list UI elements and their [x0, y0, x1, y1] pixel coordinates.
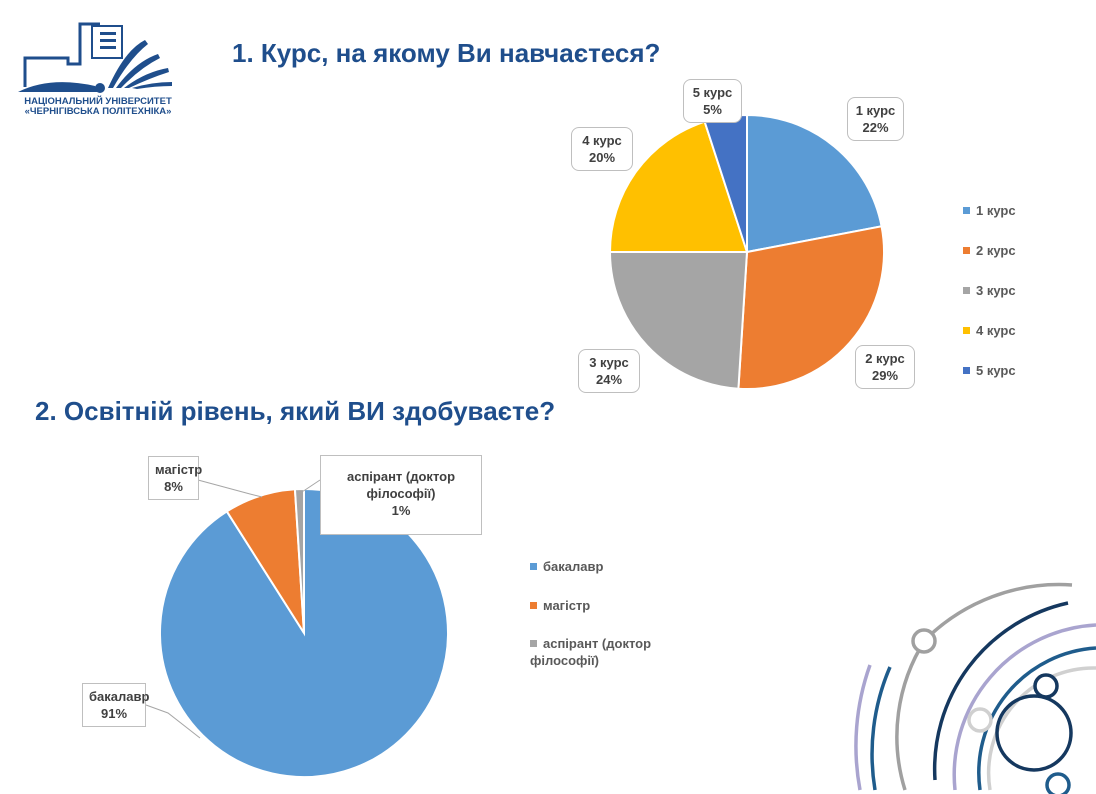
- data-label-2-kurs: 2 курс 29%: [855, 345, 915, 389]
- data-label-aspirant: аспірант (доктор філософії) 1%: [320, 455, 482, 535]
- university-logo: НАЦІОНАЛЬНИЙ УНІВЕРСИТЕТ «ЧЕРНІГІВСЬКА П…: [18, 22, 172, 117]
- pie-slice-аспірант (доктор філософії): [293, 487, 305, 634]
- data-label-3-kurs: 3 курс 24%: [578, 349, 640, 393]
- legend-4-kurs: 4 курс: [963, 322, 1016, 339]
- pie-slice-2 курс: [737, 225, 885, 390]
- legend-3-kurs: 3 курс: [963, 282, 1016, 299]
- chart2-title: 2. Освітній рівень, який ВИ здобуваєте?: [35, 396, 556, 426]
- logo-line1: НАЦІОНАЛЬНИЙ УНІВЕРСИТЕТ: [24, 95, 172, 107]
- legend-aspirant: аспірант (доктор філософії): [530, 636, 652, 668]
- legend-mahistr: магістр: [530, 597, 590, 614]
- logo-line2: «ЧЕРНІГІВСЬКА ПОЛІТЕХНІКА»: [25, 106, 172, 117]
- pie-slice-1 курс: [746, 113, 883, 254]
- pie-chart-course: [608, 113, 885, 390]
- legend-2-kurs: 2 курс: [963, 242, 1016, 259]
- data-label-1-kurs: 1 курс 22%: [847, 97, 904, 141]
- data-label-mahistr: магістр 8%: [148, 456, 202, 500]
- data-label-4-kurs: 4 курс 20%: [571, 127, 633, 171]
- pie-chart-level: [159, 487, 449, 778]
- chart1-title: 1. Курс, на якому Ви навчаєтеся?: [232, 38, 661, 68]
- pie-slice-3 курс: [608, 251, 749, 390]
- legend-5-kurs: 5 курс: [963, 362, 1016, 379]
- legend-bakalavr: бакалавр: [530, 558, 603, 575]
- data-label-5-kurs: 5 курс 5%: [683, 79, 742, 123]
- pie-slice-4 курс: [608, 120, 749, 253]
- legend-1-kurs: 1 курс: [963, 202, 1016, 219]
- orbit-decoration: [854, 582, 1096, 794]
- leader-lines: [145, 479, 321, 739]
- data-label-bakalavr: бакалавр 91%: [82, 683, 149, 727]
